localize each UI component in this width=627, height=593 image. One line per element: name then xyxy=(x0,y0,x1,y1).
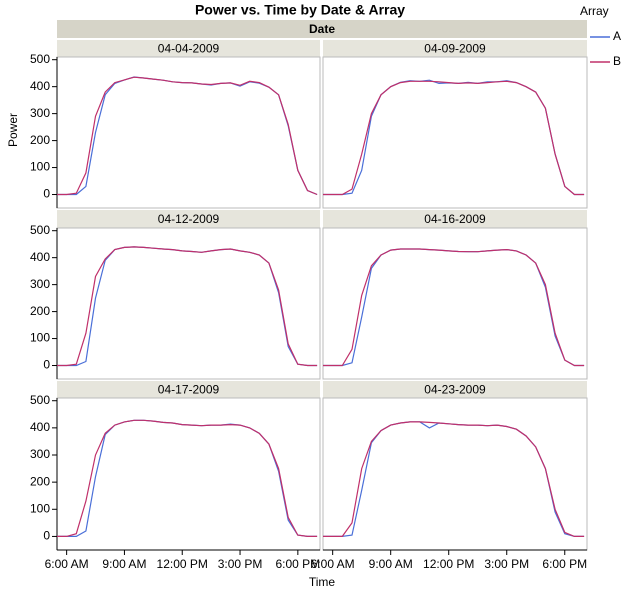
x-tick-label: 9:00 AM xyxy=(102,557,146,571)
x-tick-label: 12:00 PM xyxy=(157,557,208,571)
y-tick-label: 500 xyxy=(30,52,50,66)
panel-title: 04-23-2009 xyxy=(424,383,486,397)
y-tick-label: 200 xyxy=(30,133,50,147)
facet-header xyxy=(57,20,587,38)
line-series xyxy=(323,248,585,367)
panel-frame xyxy=(322,56,588,209)
line-series xyxy=(323,79,585,196)
line-series xyxy=(57,419,318,537)
line-series xyxy=(323,421,585,537)
legend-title: Array xyxy=(580,4,609,18)
x-tick-label: 6:00 AM xyxy=(45,557,89,571)
x-tick-label: 3:00 PM xyxy=(484,557,529,571)
y-tick-label: 100 xyxy=(30,501,50,515)
y-tick-label: 300 xyxy=(30,447,50,461)
x-tick-label: 6:00 PM xyxy=(542,557,587,571)
x-tick-label: 3:00 PM xyxy=(218,557,263,571)
y-tick-label: 500 xyxy=(30,393,50,407)
panel-frame xyxy=(322,397,588,551)
x-tick-label: 6:00 PM xyxy=(275,557,320,571)
y-tick-label: 200 xyxy=(30,474,50,488)
x-axis-label: Time xyxy=(309,575,336,589)
panel-strip xyxy=(57,40,320,57)
x-tick-label: 6:00 AM xyxy=(311,557,355,571)
line-series xyxy=(323,421,585,537)
x-tick-label: 12:00 PM xyxy=(423,557,474,571)
line-series xyxy=(57,419,318,537)
panel-frame xyxy=(322,227,588,380)
facet-title: Date xyxy=(309,22,335,36)
panel-title: 04-04-2009 xyxy=(158,42,220,56)
y-tick-label: 500 xyxy=(30,223,50,237)
panel-strip xyxy=(57,210,320,228)
x-tick-label: 9:00 AM xyxy=(369,557,413,571)
panel-title: 04-12-2009 xyxy=(158,212,220,226)
panel-title: 04-17-2009 xyxy=(158,383,220,397)
line-series xyxy=(323,80,585,196)
panel-strip xyxy=(323,40,587,57)
chart-title: Power vs. Time by Date & Array xyxy=(195,2,405,18)
y-tick-label: 200 xyxy=(30,304,50,318)
y-tick-label: 300 xyxy=(30,106,50,120)
line-series xyxy=(323,248,585,367)
y-tick-label: 0 xyxy=(43,358,50,372)
y-tick-label: 400 xyxy=(30,79,50,93)
line-series xyxy=(57,246,318,367)
legend-label: B xyxy=(613,54,621,68)
legend-label: A xyxy=(613,29,621,43)
y-tick-label: 100 xyxy=(30,160,50,174)
panel-title: 04-16-2009 xyxy=(424,212,486,226)
y-tick-label: 400 xyxy=(30,420,50,434)
line-series xyxy=(57,76,318,196)
y-tick-label: 0 xyxy=(43,529,50,543)
y-tick-label: 300 xyxy=(30,277,50,291)
y-tick-label: 400 xyxy=(30,250,50,264)
y-tick-label: 100 xyxy=(30,331,50,345)
panel-title: 04-09-2009 xyxy=(424,42,486,56)
y-axis-label: Power xyxy=(6,113,20,147)
panel-frame xyxy=(56,56,321,209)
line-series xyxy=(57,246,318,367)
panel-strip xyxy=(57,381,320,398)
panel-strip xyxy=(323,381,587,398)
y-tick-label: 0 xyxy=(43,187,50,201)
panel-strip xyxy=(323,210,587,228)
